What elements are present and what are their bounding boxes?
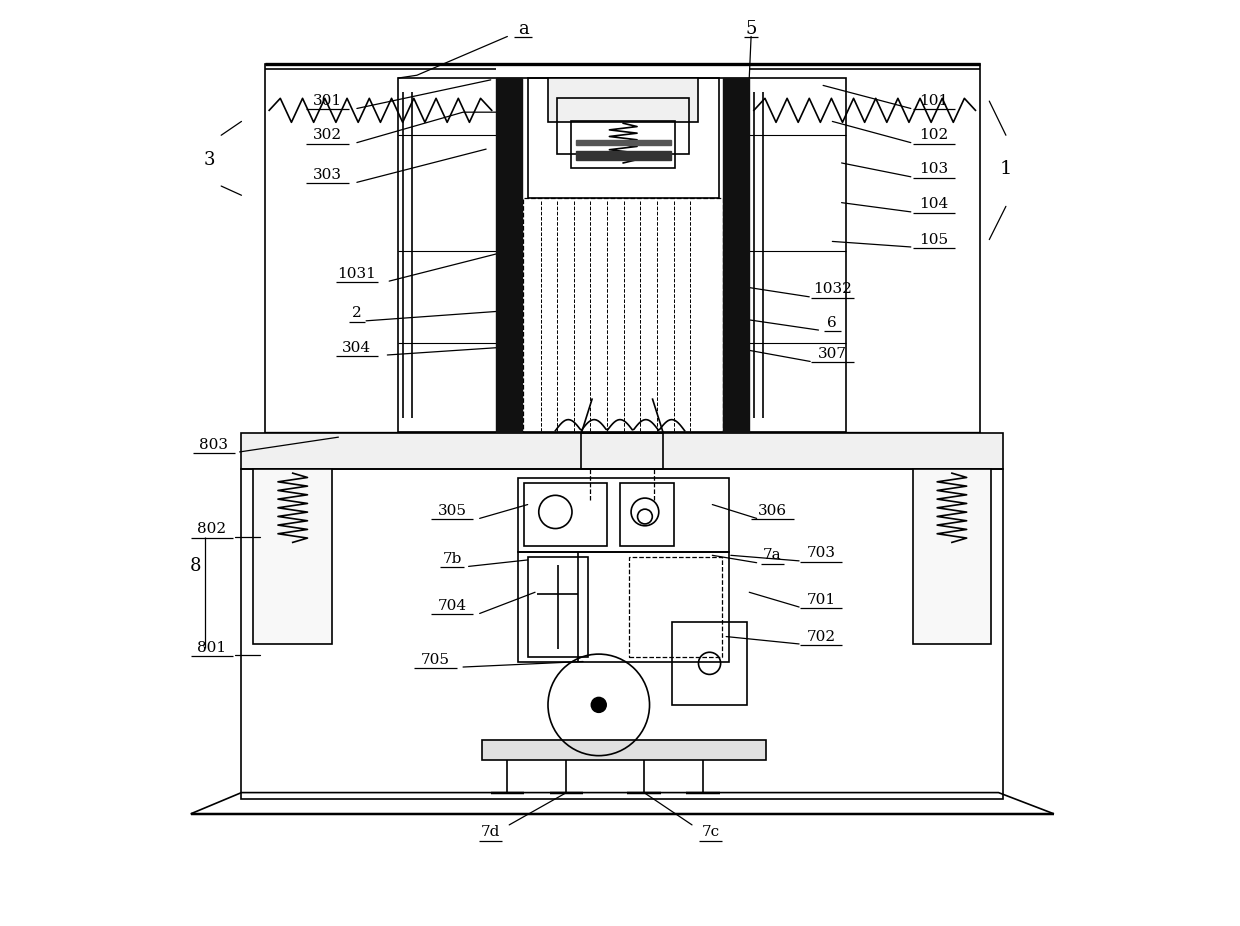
Text: 704: 704 [438, 599, 466, 613]
Bar [548, 78, 698, 122]
Text: 801: 801 [197, 641, 227, 655]
Text: 301: 301 [312, 94, 342, 108]
Bar [723, 78, 749, 432]
Bar [620, 483, 673, 546]
Text: 101: 101 [919, 94, 949, 108]
Text: 803: 803 [200, 438, 228, 452]
Text: 702: 702 [807, 630, 836, 644]
Bar [528, 78, 719, 198]
Text: 7c: 7c [702, 825, 719, 839]
Text: 701: 701 [807, 593, 836, 607]
Text: 5: 5 [745, 20, 756, 38]
Bar [572, 121, 676, 168]
Text: 3: 3 [203, 151, 215, 169]
Text: 7a: 7a [763, 548, 781, 562]
Bar [575, 151, 671, 160]
Text: 307: 307 [818, 347, 847, 361]
Text: 302: 302 [312, 129, 342, 143]
Text: 8: 8 [190, 557, 201, 575]
Text: 103: 103 [919, 162, 949, 177]
Text: 104: 104 [919, 197, 949, 211]
Circle shape [591, 697, 606, 712]
Bar [913, 469, 991, 644]
Text: 705: 705 [420, 653, 450, 667]
Bar [242, 433, 1003, 469]
Bar [523, 198, 723, 433]
Bar [264, 64, 980, 433]
Text: 802: 802 [197, 522, 227, 536]
Bar [253, 469, 332, 644]
Text: 7b: 7b [443, 552, 461, 566]
Bar [629, 557, 722, 657]
Bar [518, 478, 729, 552]
Text: 306: 306 [758, 504, 787, 518]
Text: 1032: 1032 [813, 282, 852, 296]
Bar [481, 740, 766, 760]
Text: 303: 303 [312, 168, 342, 181]
Bar [496, 78, 522, 432]
Bar [525, 483, 608, 546]
Bar [672, 621, 748, 705]
Text: 6: 6 [827, 316, 837, 330]
Bar [557, 98, 689, 154]
Bar [518, 552, 729, 662]
Text: 7d: 7d [481, 825, 501, 839]
Text: 1: 1 [999, 160, 1012, 179]
Bar [398, 78, 846, 432]
Text: 304: 304 [342, 341, 372, 355]
Text: 105: 105 [919, 232, 949, 246]
Bar [575, 140, 671, 145]
Text: 2: 2 [352, 307, 362, 320]
Bar [528, 557, 588, 657]
Text: a: a [517, 20, 528, 38]
Text: 305: 305 [438, 504, 466, 518]
Text: 703: 703 [807, 546, 836, 560]
Text: 1031: 1031 [337, 267, 376, 281]
Bar [242, 469, 1003, 799]
Text: 102: 102 [919, 129, 949, 143]
